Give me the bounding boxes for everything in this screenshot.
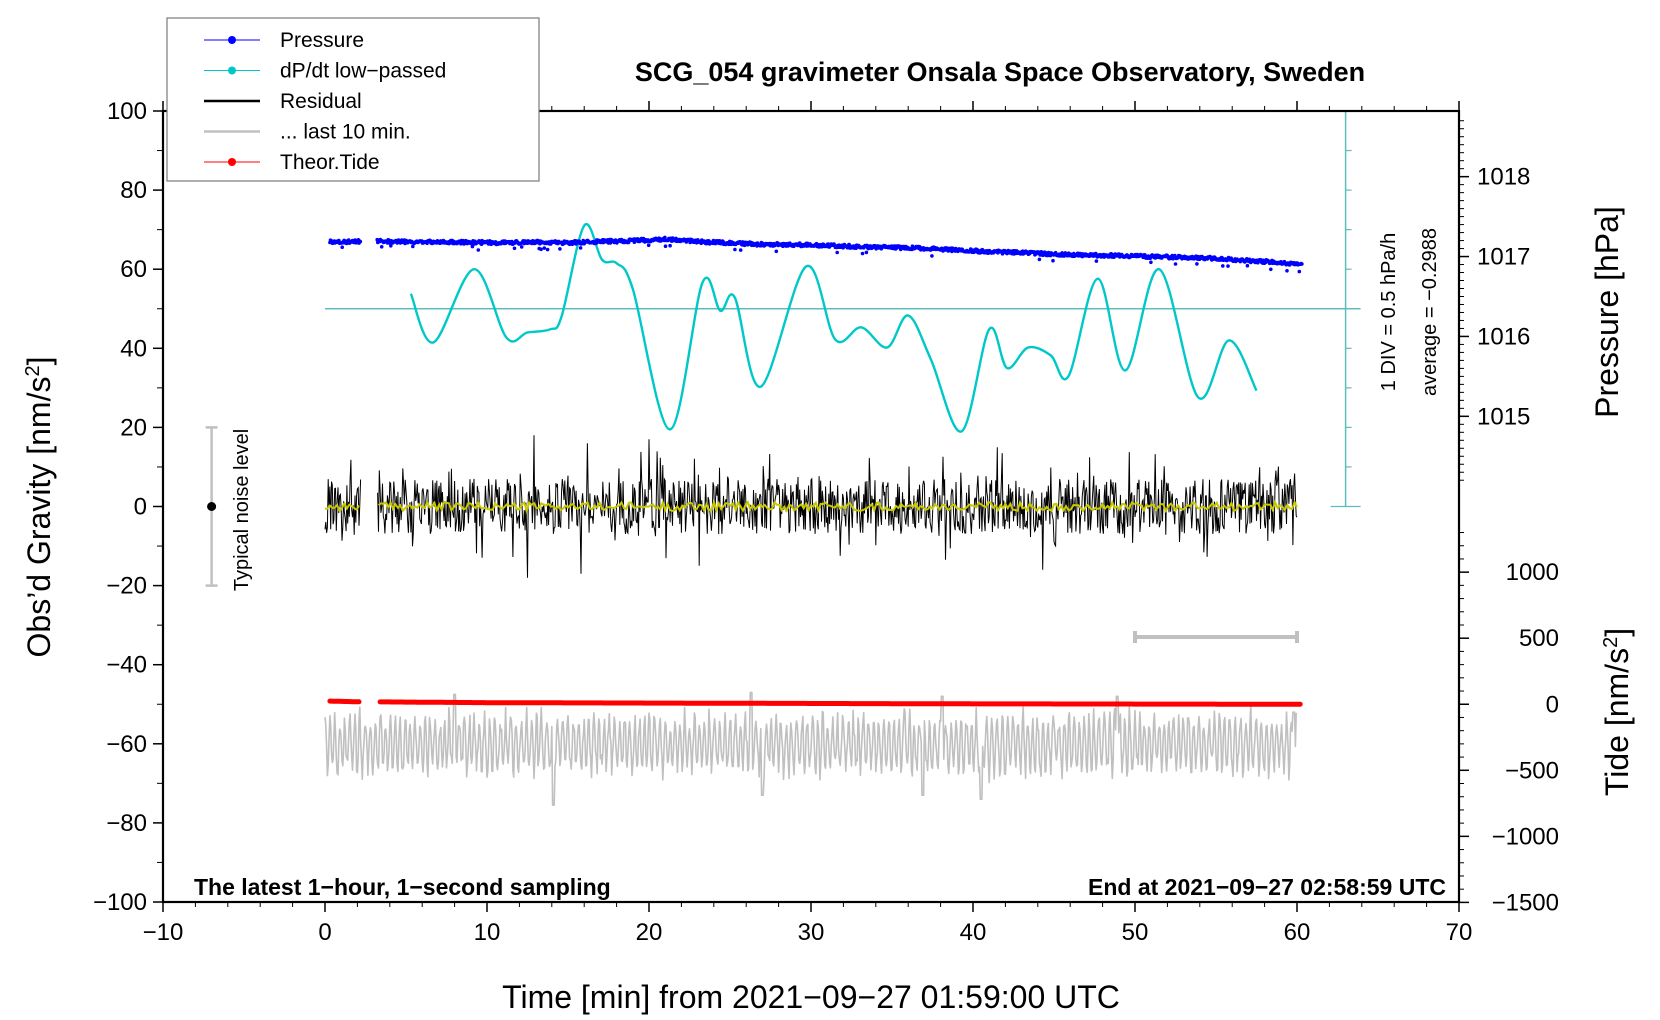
dpdt-series-line (409, 222, 1258, 433)
pressure-point (1269, 267, 1273, 272)
pressure-point (738, 248, 743, 252)
x-tick-label: 30 (798, 919, 825, 946)
pressure-series (328, 235, 1304, 274)
residual-smoothed-line (324, 498, 1298, 515)
tide-tick-label: −500 (1505, 757, 1559, 784)
pressure-point (1221, 264, 1225, 268)
legend-label: ... last 10 min. (280, 121, 411, 144)
y-axis-title-tide: Tide [nm/s2] (1599, 628, 1635, 796)
axes-layer: −10 0 10 20 30 40 50 60 70100806040200−20−40−60−… (93, 98, 1559, 946)
y-tick-label: 40 (120, 335, 147, 362)
noise-level-label: Typical noise level (231, 429, 253, 591)
pressure-tick-label: 1017 (1477, 244, 1530, 271)
pressure-point (733, 247, 737, 252)
x-tick-label: 10 (474, 919, 501, 946)
pressure-point (411, 244, 415, 249)
y-tick-label: −100 (93, 889, 147, 916)
pressure-tick-label: 1015 (1477, 403, 1530, 430)
pressure-point (663, 244, 668, 248)
chart-title: SCG_054 gravimeter Onsala Space Observat… (635, 57, 1365, 87)
x-tick-label: 0 (318, 919, 331, 946)
y-tick-label: −20 (106, 573, 147, 600)
pressure-point (558, 247, 562, 251)
pressure-point (864, 250, 869, 255)
x-axis-title: Time [min] from 2021−09−27 01:59:00 UTC (502, 979, 1120, 1015)
pressure-point (930, 254, 934, 258)
pressure-point (379, 245, 384, 249)
tide-tick-label: 0 (1546, 691, 1559, 718)
legend-swatch-dot (228, 36, 236, 44)
tide-tick-label: 500 (1519, 625, 1559, 652)
pressure-point (1051, 258, 1055, 263)
pressure-point (542, 246, 547, 250)
legend-label: Theor.Tide (280, 151, 380, 174)
pressure-point (1173, 262, 1178, 266)
pressure-point (646, 243, 651, 247)
y-tick-label: −60 (106, 731, 147, 758)
y-tick-label: −40 (106, 652, 147, 679)
pressure-point (835, 250, 839, 255)
pressure-point (1226, 264, 1230, 268)
y-tick-label: −80 (106, 810, 147, 837)
pressure-point (1094, 251, 1098, 256)
pressure-point (578, 246, 583, 250)
pressure-point (668, 243, 672, 248)
x-tick-label: 60 (1284, 919, 1311, 946)
y-tick-label: 0 (134, 494, 147, 521)
legend-swatch-dot (228, 66, 236, 75)
dpdt-average-label: average = −0.2988 (1419, 228, 1441, 396)
pressure-point (476, 248, 481, 252)
y-axis-title-pressure: Pressure [hPa] (1589, 206, 1625, 418)
pressure-tick-label: 1016 (1477, 323, 1530, 350)
series-layer (205, 110, 1361, 806)
annotation-end-time: End at 2021−09−27 02:58:59 UTC (1088, 874, 1446, 900)
pressure-point (1285, 269, 1289, 273)
pressure-point (389, 244, 393, 248)
pressure-point (512, 246, 517, 251)
noise-bar-center-dot (207, 502, 217, 511)
x-tick-label: 20 (636, 919, 663, 946)
x-tick-label: 70 (1446, 919, 1473, 946)
tide-series-line (327, 698, 1303, 707)
pressure-tick-label: 1018 (1477, 164, 1530, 191)
legend-label: Residual (280, 90, 362, 113)
pressure-point (1149, 260, 1153, 265)
pressure-point (539, 247, 543, 252)
legend-swatch-dot (228, 158, 236, 166)
annotation-sampling: The latest 1−hour, 1−second sampling (194, 874, 611, 900)
legend: Pressure dP/dt low−passed Residual ... last… (166, 17, 540, 182)
tide-tick-label: −1000 (1492, 823, 1559, 850)
x-tick-label: 50 (1122, 919, 1149, 946)
pressure-point (1094, 259, 1099, 263)
pressure-point (1245, 263, 1250, 268)
y-tick-label: 80 (120, 177, 147, 204)
tide-tick-label: −1500 (1492, 889, 1559, 916)
tide-tick-label: 1000 (1506, 559, 1559, 586)
y-tick-label: 60 (120, 256, 147, 283)
pressure-point (1300, 262, 1304, 266)
y-axis-title-left: Obs’d Gravity [nm/s2] (21, 357, 57, 658)
pressure-point (358, 239, 363, 244)
y-tick-label: 20 (120, 414, 147, 441)
x-tick-label: −10 (143, 919, 184, 946)
y-tick-label: 100 (107, 98, 147, 125)
x-tick-label: 40 (960, 919, 987, 946)
legend-box (166, 17, 540, 182)
legend-label: dP/dt low−passed (280, 60, 446, 83)
pressure-point (1297, 269, 1302, 274)
pressure-point (519, 245, 524, 249)
pressure-point (340, 245, 345, 249)
dpdt-div-label: 1 DIV = 0.5 hPa/h (1378, 233, 1400, 391)
pressure-point (1195, 262, 1199, 266)
pressure-point (1037, 257, 1042, 262)
last10-series-line (324, 691, 1298, 806)
pressure-point (545, 247, 550, 252)
pressure-point (608, 241, 613, 245)
pressure-point (860, 251, 865, 256)
pressure-point (774, 249, 779, 254)
pressure-point (663, 235, 667, 240)
legend-label: Pressure (280, 29, 364, 52)
